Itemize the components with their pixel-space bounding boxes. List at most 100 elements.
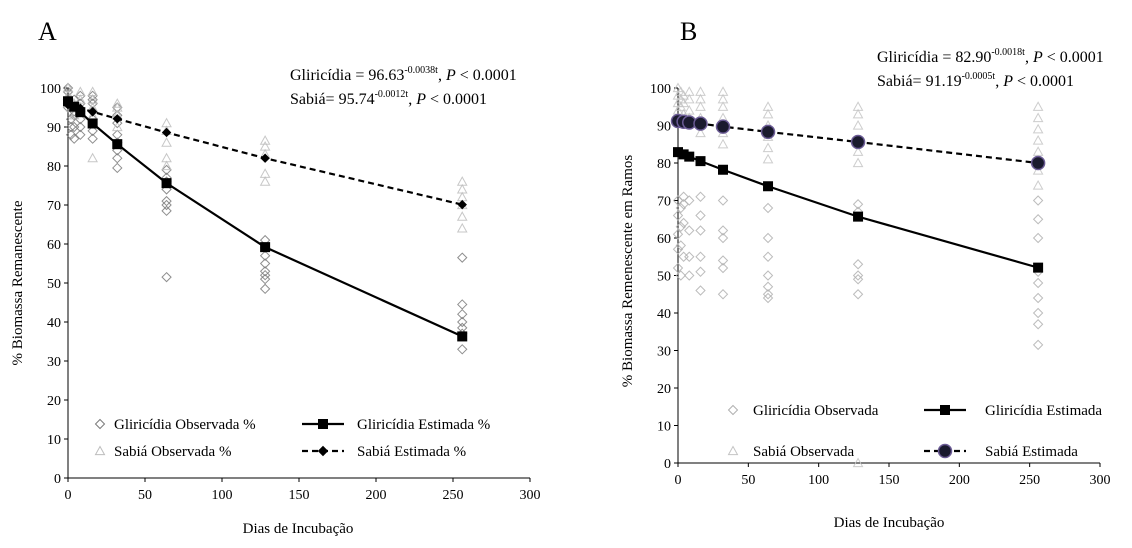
y-tick-label: 70	[47, 199, 61, 214]
observed-point-gliricidia	[457, 322, 468, 334]
observed-point-gliricidia	[675, 240, 687, 251]
y-tick-label: 10	[657, 420, 671, 435]
equation-sabia: Sabiá= 91.19-0.0005t, P < 0.0001	[877, 71, 1074, 90]
observed-point-gliricidia	[852, 199, 864, 210]
legend-symbol-icon	[937, 443, 953, 459]
estimated-point	[75, 103, 86, 113]
estimated-point	[1033, 262, 1044, 273]
observed-point-sabia	[87, 152, 98, 163]
legend-label: Sabiá Observada %	[114, 444, 231, 460]
y-tick-label: 60	[657, 232, 671, 247]
observed-point-sabia	[683, 93, 695, 104]
observed-point-gliricidia	[161, 199, 172, 211]
legend: Gliricídia Observada % Sabiá Observada %…	[94, 417, 490, 460]
observed-point-gliricidia	[161, 271, 172, 283]
observed-point-gliricidia	[762, 289, 774, 300]
observed-point-gliricidia	[762, 270, 774, 281]
estimated-point	[853, 211, 864, 222]
estimated-point	[260, 153, 270, 163]
estimated-point	[112, 114, 122, 124]
estimated-point	[718, 164, 729, 175]
observed-point-gliricidia	[717, 262, 729, 274]
observed-point-gliricidia	[259, 258, 271, 269]
estimated-point	[87, 107, 98, 117]
observed-point-gliricidia	[161, 164, 172, 176]
equation-gliricidia: Gliricídia = 82.90-0.0018t, P < 0.0001	[877, 47, 1104, 66]
observed-point-gliricidia	[678, 191, 689, 202]
legend-entry-sabia-estimada: Sabiá Estimada	[924, 443, 1078, 460]
legend-label: Gliricídia Observada	[753, 403, 879, 419]
observed-point-gliricidia	[672, 229, 684, 240]
observed-point-gliricidia	[1032, 232, 1044, 244]
observed-point-gliricidia	[75, 90, 86, 102]
observed-point-sabia	[762, 142, 774, 153]
observed-point-sabia	[259, 135, 271, 145]
x-tick-label: 250	[1019, 473, 1040, 488]
legend-label: Sabiá Observada	[753, 444, 855, 460]
legend-label: Sabiá Estimada	[985, 444, 1078, 460]
y-tick-label: 40	[657, 307, 671, 322]
observed-point-gliricidia	[717, 225, 729, 236]
x-ticks: 0 50 100 150 200 250 300	[65, 478, 541, 503]
observed-point-sabia	[1032, 101, 1044, 111]
estimated-point	[112, 139, 123, 150]
x-tick-label: 0	[675, 473, 682, 488]
x-tick-label: 100	[808, 473, 829, 488]
observed-point-gliricidia	[62, 82, 74, 94]
x-tick-label: 50	[741, 473, 755, 488]
y-tick-label: 50	[657, 270, 671, 285]
estimated-point	[760, 124, 776, 140]
estimated-line-gliricidia	[677, 151, 1039, 269]
estimated-point	[161, 178, 172, 189]
y-tick-label: 80	[47, 160, 61, 175]
observed-point-gliricidia	[1032, 292, 1044, 304]
observed-point-gliricidia	[695, 191, 706, 202]
observed-point-gliricidia	[75, 113, 86, 125]
observed-point-gliricidia	[259, 266, 271, 277]
observed-point-gliricidia	[1032, 319, 1044, 330]
y-tick-label: 70	[657, 195, 671, 210]
legend-symbol-icon	[94, 445, 106, 456]
observed-point-sabia	[717, 101, 729, 111]
x-tick-label: 0	[65, 488, 72, 503]
observed-point-gliricidia	[695, 210, 706, 221]
y-tick-label: 20	[47, 394, 61, 409]
legend-entry-sabia-observada: Sabiá Observada	[727, 444, 855, 460]
x-tick-label: 200	[949, 473, 970, 488]
observed-point-gliricidia	[717, 195, 729, 206]
observed-point-gliricidia	[762, 292, 774, 304]
y-tick-label: 100	[40, 82, 61, 97]
observed-point-sabia	[259, 176, 271, 186]
y-axis-title: % Biomassa Remanescente	[10, 200, 26, 365]
estimated-point	[850, 134, 866, 150]
observed-point-sabia	[1032, 123, 1044, 134]
observed-point-gliricidia	[684, 225, 695, 236]
y-tick-label: 90	[47, 121, 61, 136]
y-tick-label: 40	[47, 316, 61, 331]
observed-point-gliricidia	[112, 162, 123, 174]
observed-point-gliricidia	[762, 232, 774, 244]
legend-symbol-icon	[318, 419, 328, 429]
observed-point-sabia	[111, 98, 123, 108]
x-axis-title: Dias de Incubação	[243, 521, 354, 537]
estimated-lines	[670, 113, 1046, 273]
observed-point-gliricidia	[695, 285, 706, 296]
estimated-point	[87, 118, 98, 129]
y-tick-label: 100	[650, 82, 671, 97]
observed-point-gliricidia	[762, 281, 774, 292]
x-tick-label: 300	[520, 488, 541, 503]
observed-point-gliricidia	[852, 259, 864, 270]
estimated-point	[695, 156, 706, 167]
observed-point-sabia	[456, 222, 468, 233]
y-tick-label: 10	[47, 433, 61, 448]
observed-point-gliricidia	[675, 221, 687, 232]
observed-point-gliricidia	[259, 269, 271, 281]
y-tick-label: 60	[47, 238, 61, 253]
estimated-point	[684, 151, 695, 162]
x-tick-label: 100	[212, 488, 233, 503]
observed-point-gliricidia	[112, 152, 123, 164]
legend-symbol-icon	[317, 445, 329, 457]
x-tick-label: 300	[1090, 473, 1111, 488]
